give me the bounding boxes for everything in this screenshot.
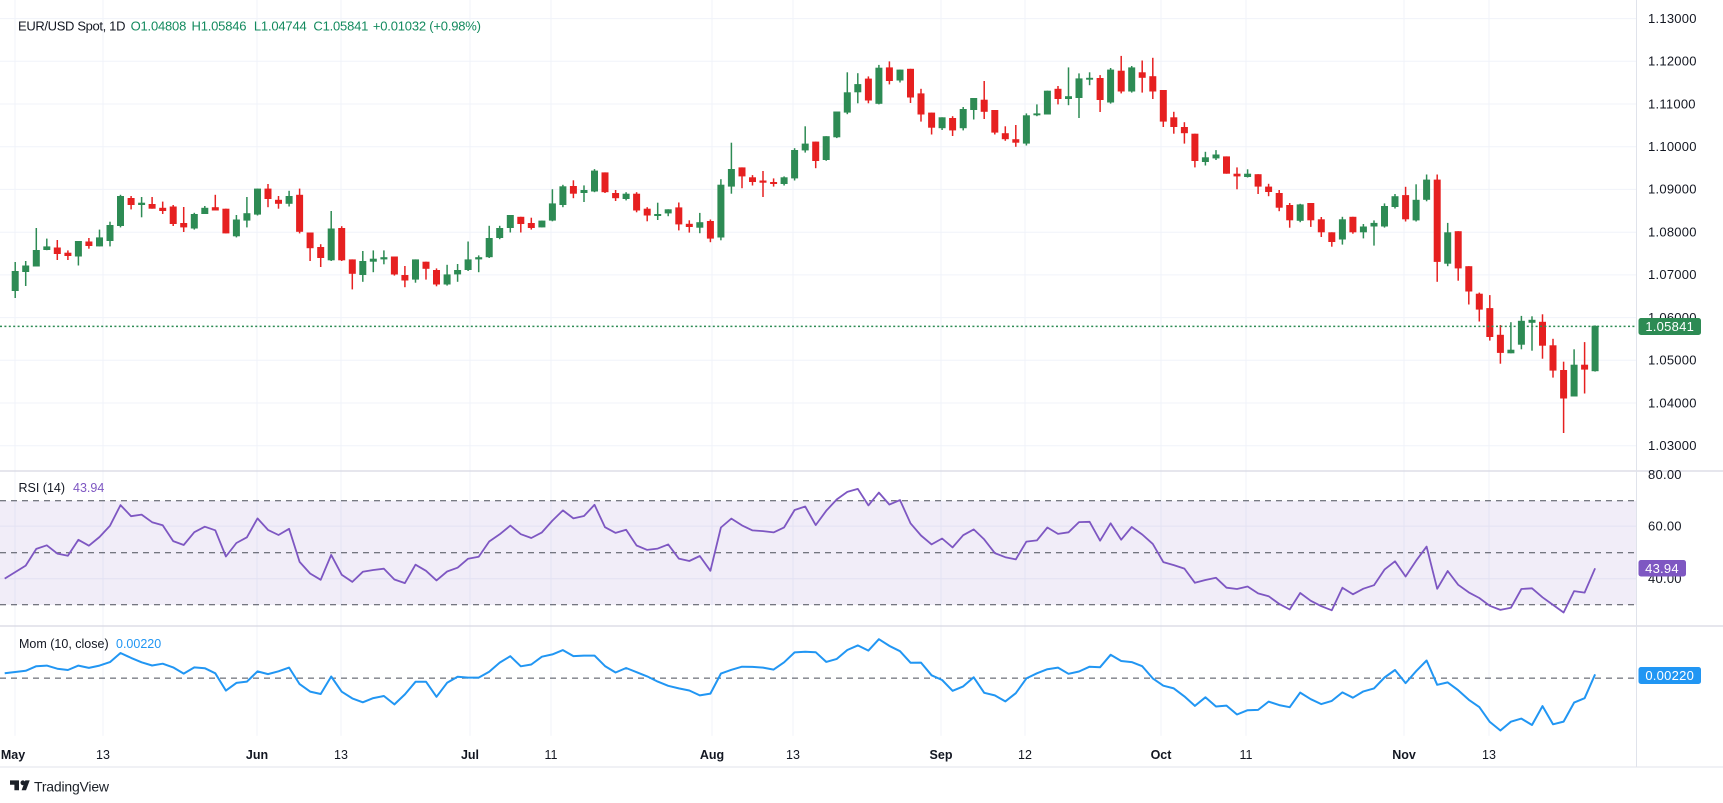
svg-text:C1.05841: C1.05841	[313, 19, 368, 34]
svg-text:11: 11	[545, 748, 558, 762]
svg-text:1.05841: 1.05841	[1645, 319, 1694, 334]
svg-text:O1.04808: O1.04808	[131, 19, 187, 34]
svg-text:80.00: 80.00	[1648, 467, 1682, 482]
svg-text:RSI (14): RSI (14)	[19, 481, 66, 495]
svg-text:1.12000: 1.12000	[1648, 54, 1697, 69]
svg-text:H1.05846: H1.05846	[192, 19, 247, 34]
svg-text:11: 11	[1240, 748, 1253, 762]
svg-text:Mom (10, close): Mom (10, close)	[19, 637, 109, 651]
svg-text:TradingView: TradingView	[34, 779, 110, 795]
svg-text:EUR/USD Spot, 1D: EUR/USD Spot, 1D	[18, 19, 125, 34]
svg-text:1.05000: 1.05000	[1648, 353, 1697, 368]
svg-text:Jun: Jun	[246, 748, 268, 762]
svg-text:13: 13	[786, 748, 800, 762]
svg-text:+0.01032 (+0.98%): +0.01032 (+0.98%)	[373, 19, 481, 34]
svg-text:1.03000: 1.03000	[1648, 438, 1697, 453]
svg-text:13: 13	[1482, 748, 1496, 762]
svg-text:13: 13	[334, 748, 348, 762]
svg-text:1.07000: 1.07000	[1648, 267, 1697, 282]
svg-text:1.04000: 1.04000	[1648, 395, 1697, 410]
svg-text:60.00: 60.00	[1648, 518, 1682, 533]
svg-text:1.11000: 1.11000	[1648, 96, 1696, 111]
svg-text:1.08000: 1.08000	[1648, 225, 1697, 240]
svg-text:13: 13	[96, 748, 110, 762]
svg-text:May: May	[1, 748, 25, 762]
svg-text:1.10000: 1.10000	[1648, 139, 1697, 154]
svg-text:0.00220: 0.00220	[116, 637, 161, 651]
svg-text:Nov: Nov	[1392, 748, 1416, 762]
svg-text:0.00220: 0.00220	[1645, 668, 1694, 683]
svg-text:Oct: Oct	[1151, 748, 1173, 762]
svg-text:43.94: 43.94	[1645, 561, 1679, 576]
svg-text:Jul: Jul	[461, 748, 479, 762]
svg-text:L1.04744: L1.04744	[254, 19, 307, 34]
svg-text:1.09000: 1.09000	[1648, 182, 1697, 197]
svg-text:12: 12	[1018, 748, 1032, 762]
svg-text:Sep: Sep	[930, 748, 953, 762]
svg-text:Aug: Aug	[700, 748, 724, 762]
svg-text:1.13000: 1.13000	[1648, 11, 1697, 26]
svg-text:43.94: 43.94	[73, 481, 104, 495]
